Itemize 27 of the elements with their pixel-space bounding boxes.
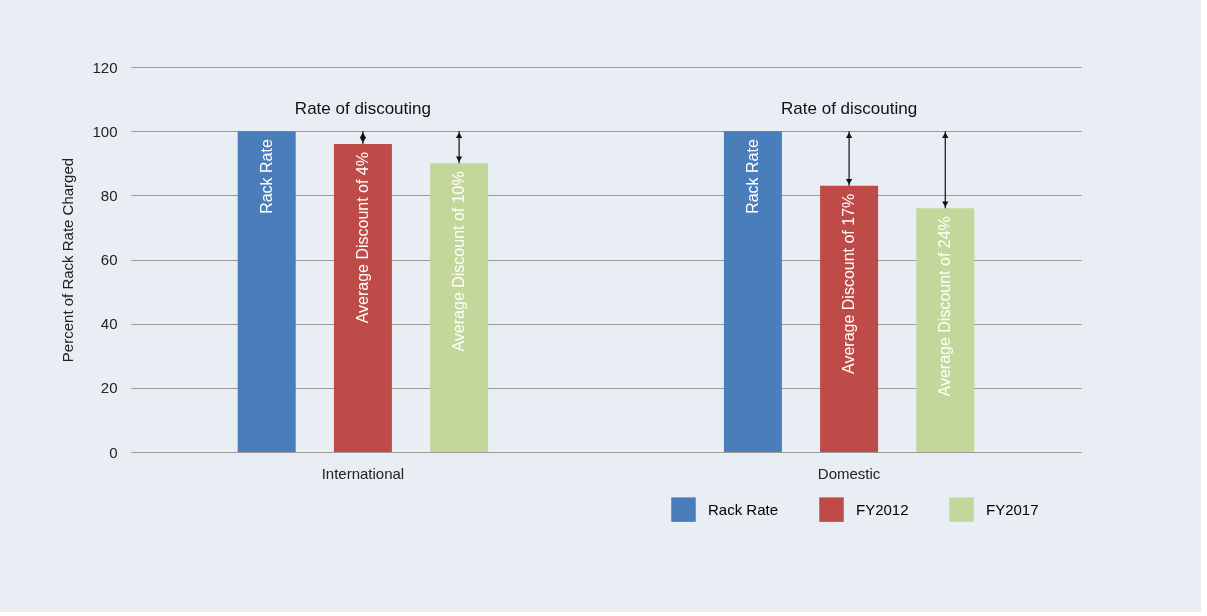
bar	[916, 208, 975, 452]
bar	[723, 131, 782, 452]
annotation: Rate of discouting	[294, 99, 431, 119]
y-tick-label: 80	[100, 186, 118, 204]
annotation: Average Discount of 24%	[936, 216, 954, 397]
legend-label: FY2017	[986, 500, 1039, 518]
y-tick-label: 100	[92, 122, 118, 140]
legend-label: FY2012	[856, 500, 909, 518]
y-tick-label: 40	[100, 315, 118, 333]
annotation: Average Discount of 10%	[450, 171, 468, 352]
annotation: Average Discount of 17%	[840, 193, 858, 374]
y-tick-label: 0	[109, 443, 118, 461]
x-tick-label: International	[321, 464, 405, 482]
legend-label: Rack Rate	[708, 500, 779, 518]
x-tick-label: Domestic	[817, 464, 881, 482]
annotation: Rack Rate	[257, 139, 275, 214]
y-axis-title: Percent of Rack Rate Charged	[59, 157, 77, 363]
bar	[820, 185, 879, 452]
y-tick-label: 60	[100, 251, 118, 268]
bar	[430, 163, 489, 452]
annotation: Rate of discouting	[781, 99, 918, 119]
y-tick-label: 120	[92, 58, 118, 76]
y-tick-label: 20	[100, 379, 118, 397]
annotation: Average Discount of 4%	[353, 152, 371, 324]
bar	[333, 144, 392, 452]
bar	[237, 131, 296, 452]
annotation: Rack Rate	[743, 139, 761, 214]
